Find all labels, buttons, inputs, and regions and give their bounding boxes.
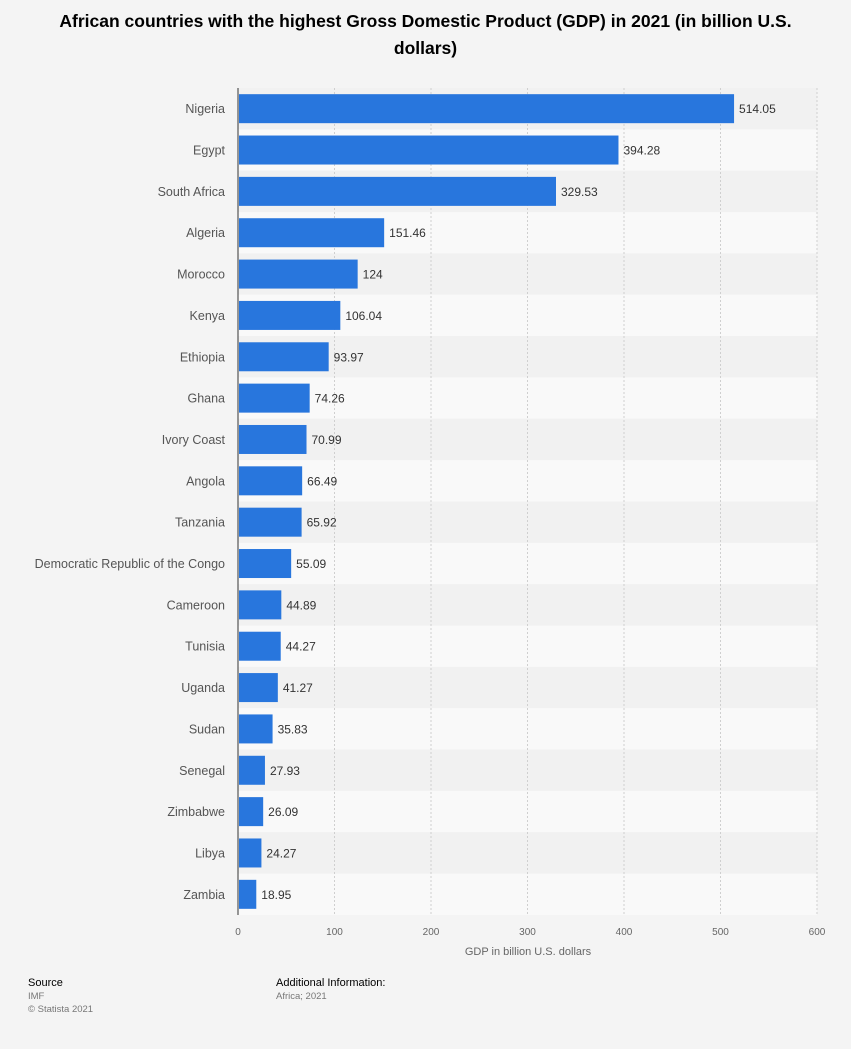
- category-label: Sudan: [189, 722, 225, 736]
- bar[interactable]: [239, 879, 257, 909]
- category-label: Zimbabwe: [167, 805, 225, 819]
- data-label: 106.04: [345, 309, 382, 323]
- bar[interactable]: [239, 259, 358, 289]
- additional-info-value: Africa; 2021: [276, 991, 327, 1002]
- data-label: 55.09: [296, 557, 326, 571]
- category-label: Ethiopia: [180, 350, 225, 364]
- data-label: 44.89: [286, 598, 316, 612]
- additional-info-label: Additional Information:: [276, 977, 386, 989]
- copyright: © Statista 2021: [28, 1004, 94, 1015]
- category-label: Tanzania: [175, 516, 225, 530]
- category-label: Tunisia: [185, 640, 225, 654]
- data-label: 24.27: [266, 846, 296, 860]
- bar[interactable]: [239, 797, 264, 827]
- data-label: 27.93: [270, 764, 300, 778]
- data-label: 124: [363, 268, 383, 282]
- x-tick-label: 200: [423, 927, 440, 938]
- chart-title: African countries with the highest Gross…: [59, 11, 792, 58]
- x-axis-title: GDP in billion U.S. dollars: [465, 946, 592, 958]
- bar-chart: 0 100 200 300 400 500 600 Nigeria 514.05 Egypt 394…: [35, 88, 826, 958]
- bar[interactable]: [239, 755, 265, 785]
- category-label: Senegal: [179, 764, 225, 778]
- data-label: 26.09: [268, 805, 298, 819]
- data-label: 74.26: [315, 392, 345, 406]
- bar[interactable]: [239, 590, 282, 620]
- category-label: Algeria: [186, 226, 225, 240]
- data-label: 514.05: [739, 102, 776, 116]
- source-block: Source IMF © Statista 2021: [28, 977, 93, 1016]
- bar[interactable]: [239, 507, 302, 537]
- category-label: Angola: [186, 474, 225, 488]
- bar[interactable]: [239, 424, 307, 454]
- category-label: Cameroon: [167, 598, 225, 612]
- data-label: 66.49: [307, 474, 337, 488]
- bar[interactable]: [239, 673, 278, 703]
- x-tick-label: 400: [616, 927, 633, 938]
- bars: [239, 94, 735, 909]
- x-tick-label: 0: [235, 927, 241, 938]
- bar[interactable]: [239, 383, 310, 413]
- bar[interactable]: [239, 631, 281, 661]
- data-label: 35.83: [278, 722, 308, 736]
- bar[interactable]: [239, 176, 556, 206]
- data-label: 44.27: [286, 640, 316, 654]
- bar[interactable]: [239, 135, 619, 165]
- category-label: Kenya: [190, 309, 225, 323]
- additional-info-block: Additional Information: Africa; 2021: [276, 977, 385, 1003]
- data-label: 394.28: [623, 144, 660, 158]
- x-tick-label: 100: [326, 927, 343, 938]
- data-label: 93.97: [334, 350, 364, 364]
- bar[interactable]: [239, 218, 385, 248]
- category-label: Ivory Coast: [162, 433, 226, 447]
- data-label: 70.99: [312, 433, 342, 447]
- category-label: Nigeria: [185, 102, 225, 116]
- bar[interactable]: [239, 838, 262, 868]
- bar[interactable]: [239, 466, 303, 496]
- x-tick-label: 500: [712, 927, 729, 938]
- data-label: 329.53: [561, 185, 598, 199]
- category-label: South Africa: [158, 185, 225, 199]
- data-label: 18.95: [261, 888, 291, 902]
- x-tick-label: 300: [519, 927, 536, 938]
- bar[interactable]: [239, 94, 735, 124]
- source-label: Source: [28, 977, 63, 989]
- x-tick-label: 600: [809, 927, 826, 938]
- category-label: Democratic Republic of the Congo: [35, 557, 225, 571]
- data-label: 41.27: [283, 681, 313, 695]
- data-label: 151.46: [389, 226, 426, 240]
- source-value[interactable]: IMF: [28, 991, 45, 1002]
- category-label: Egypt: [193, 144, 225, 158]
- category-label: Zambia: [183, 888, 225, 902]
- bar[interactable]: [239, 342, 329, 372]
- bar[interactable]: [239, 714, 273, 744]
- category-label: Ghana: [187, 392, 225, 406]
- category-label: Libya: [195, 846, 225, 860]
- bar[interactable]: [239, 300, 341, 330]
- category-label: Uganda: [181, 681, 225, 695]
- bar[interactable]: [239, 549, 292, 579]
- gridlines: [334, 88, 818, 915]
- category-label: Morocco: [177, 268, 225, 282]
- labels: 0 100 200 300 400 500 600 Nigeria 514.05 Egypt 394…: [35, 102, 826, 938]
- data-label: 65.92: [307, 516, 337, 530]
